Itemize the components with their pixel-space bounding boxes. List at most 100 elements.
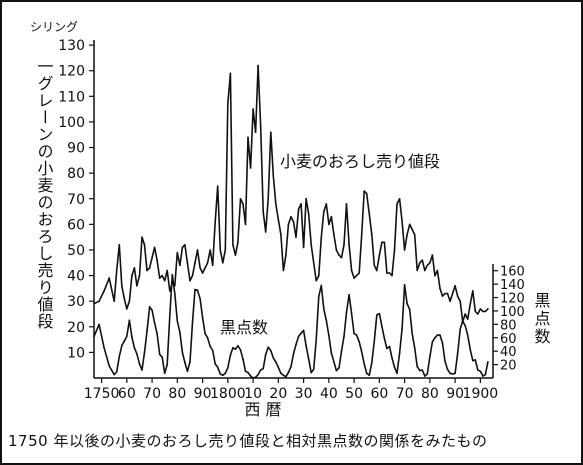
wheat-price-point: [318, 274, 320, 277]
wheat-price-point: [325, 203, 328, 205]
wheat-price-point: [184, 244, 186, 246]
sunspot-point: [131, 336, 133, 338]
wheat-price-point: [239, 198, 242, 200]
sunspot-point: [201, 316, 204, 319]
wheat-price-point: [156, 259, 158, 262]
wheat-price-point: [365, 192, 368, 195]
wheat-price-point: [277, 218, 280, 220]
wheat-price-point: [396, 203, 398, 205]
wheat-price-point: [434, 274, 436, 277]
wheat-price-point: [264, 231, 267, 233]
wheat-price-point: [280, 233, 282, 236]
wheat-price-point: [307, 213, 310, 215]
sunspot-point: [227, 367, 229, 369]
sunspot-point: [328, 335, 330, 337]
wheat-price-point: [113, 300, 115, 303]
wheat-price-point: [355, 274, 358, 277]
sunspot-point: [174, 292, 176, 295]
wheat-price-point: [143, 244, 146, 246]
wheat-price-point: [257, 64, 259, 67]
wheat-price-point: [295, 236, 297, 238]
sunspot-point: [444, 360, 446, 363]
wheat-price-point: [459, 300, 462, 303]
wheat-price-point: [401, 221, 403, 223]
sunspot-point: [196, 289, 199, 292]
sunspot-point: [446, 368, 449, 371]
sunspot-point: [434, 337, 436, 339]
sunspot-point: [176, 320, 179, 322]
sunspot-point: [206, 337, 209, 339]
sunspot-point: [186, 370, 189, 373]
wheat-price-point: [371, 233, 373, 236]
left-axis-label: 一グレーンの小麦のおろし売り値段: [35, 58, 54, 330]
right-tick-label: 160: [500, 265, 525, 280]
sunspot-point: [307, 358, 310, 361]
wheat-price-point: [275, 203, 277, 205]
wheat-price-point: [426, 264, 429, 267]
sunspot-point: [237, 345, 239, 347]
wheat-price-point: [338, 254, 340, 256]
sunspot-point: [416, 365, 419, 368]
sunspot-point: [371, 361, 373, 364]
wheat-price-point: [146, 269, 148, 272]
wheat-price-point: [292, 221, 295, 223]
sunspot-point: [348, 294, 350, 296]
sunspot-point: [310, 371, 313, 374]
wheat-price-point: [287, 223, 290, 226]
wheat-price-point: [360, 233, 363, 236]
sunspot-point: [158, 353, 161, 356]
sunspot-point: [320, 284, 323, 287]
sunspot-point: [355, 334, 358, 336]
wheat-price-point: [350, 269, 353, 272]
sunspot-point: [242, 358, 244, 361]
sunspot-point: [171, 273, 174, 276]
wheat-price-point: [477, 313, 479, 315]
sunspot-point: [290, 365, 292, 368]
right-tick-label: 100: [500, 305, 525, 320]
sunspot-point: [345, 311, 348, 314]
wheat-price-point: [381, 241, 383, 244]
sunspot-point: [469, 349, 472, 351]
sunspot-point: [295, 343, 297, 346]
wheat-price-point: [259, 126, 262, 128]
wheat-price-point: [216, 185, 219, 187]
sunspot-point: [292, 353, 295, 355]
x-tick-label: 70: [396, 386, 414, 402]
sunspot-point: [113, 373, 115, 376]
sunspot-point: [126, 335, 128, 338]
wheat-price-point: [136, 285, 138, 287]
sunspot-point: [353, 332, 355, 335]
sunspot-point: [484, 373, 487, 376]
sunspot-point: [436, 334, 439, 336]
wheat-price-point: [166, 269, 168, 272]
sunspot-point: [98, 323, 100, 326]
sunspot-point: [249, 375, 252, 377]
wheat-price-point: [484, 310, 487, 313]
x-tick-label: 60: [370, 386, 388, 402]
sunspot-point: [247, 371, 249, 374]
sunspot-point: [461, 320, 464, 322]
sunspot-point: [325, 319, 328, 322]
wheat-price-point: [103, 290, 105, 292]
wheat-price-point: [270, 131, 272, 133]
sunspot-point: [421, 369, 424, 371]
sunspot-point: [270, 349, 272, 352]
wheat-price-point: [413, 233, 416, 236]
wheat-price-point: [229, 72, 232, 75]
sunspot-point: [305, 345, 307, 347]
wheat-price-point: [126, 308, 128, 310]
wheat-price-point: [472, 290, 474, 292]
wheat-price-point: [252, 108, 254, 110]
sunspot-point: [219, 373, 222, 375]
sunspot-point: [103, 347, 105, 349]
wheat-price-point: [93, 302, 95, 305]
sunspot-point: [318, 295, 320, 298]
sunspot-point: [360, 351, 363, 353]
sunspot-point: [184, 361, 186, 364]
wheat-price-point: [169, 290, 171, 292]
wheat-price-point: [151, 256, 153, 259]
sunspot-point: [163, 372, 166, 375]
x-tick-label: 80: [168, 386, 186, 402]
left-tick-label: 100: [58, 115, 85, 131]
